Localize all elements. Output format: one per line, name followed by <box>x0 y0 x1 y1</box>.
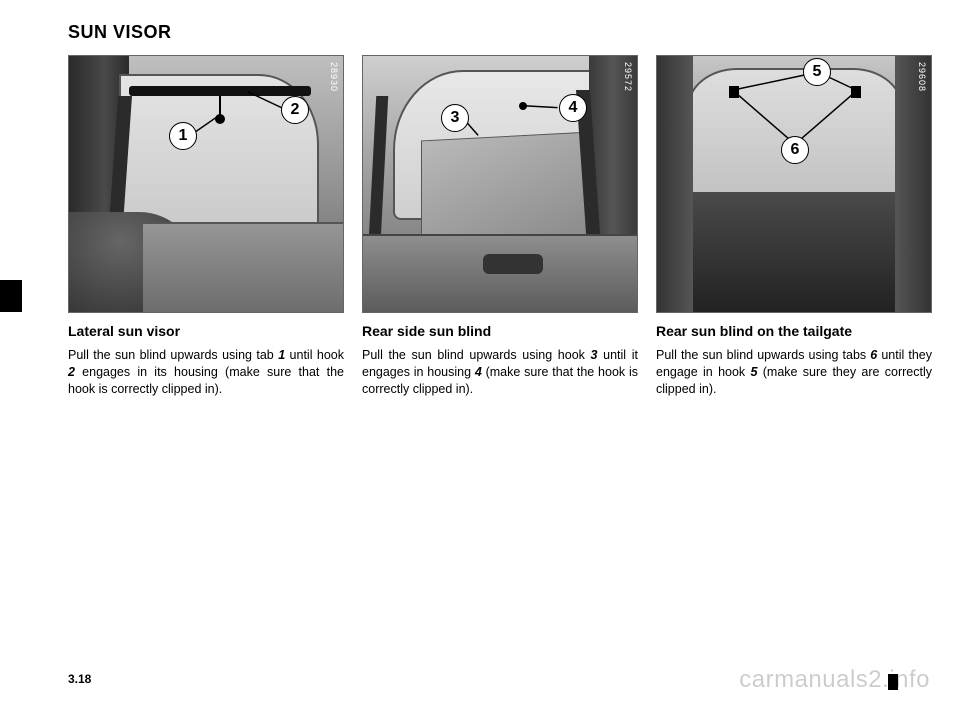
col-rear-side: 3 4 29572 Rear side sun blind Pull the s… <box>362 55 638 398</box>
photo-rear-side: 3 4 29572 <box>362 55 638 313</box>
photo3-code: 29608 <box>917 62 927 92</box>
watermark: carmanuals2.info <box>739 666 930 694</box>
section-side-tab <box>0 280 22 312</box>
page-number: 3.18 <box>68 672 91 686</box>
heading-lateral: Lateral sun visor <box>68 323 344 339</box>
callout-2: 2 <box>281 96 309 124</box>
heading-tailgate: Rear sun blind on the tailgate <box>656 323 932 339</box>
callout-3: 3 <box>441 104 469 132</box>
col-lateral: 1 2 28930 Lateral sun visor Pull the sun… <box>68 55 344 398</box>
photo1-code: 28930 <box>329 62 339 92</box>
body-lateral-post: engages in its housing (make sure that t… <box>68 365 344 396</box>
page-title: SUN VISOR <box>68 22 930 43</box>
body-tailgate-pre: Pull the sun blind upwards using tabs <box>656 348 870 362</box>
ref-4: 4 <box>475 365 482 379</box>
photo1-leaders <box>69 56 343 312</box>
callout-4: 4 <box>559 94 587 122</box>
body-lateral-mid: until hook <box>285 348 344 362</box>
columns: 1 2 28930 Lateral sun visor Pull the sun… <box>68 55 930 398</box>
photo-tailgate: 5 6 29608 <box>656 55 932 313</box>
body-rear-side: Pull the sun blind upwards using hook 3 … <box>362 347 638 398</box>
body-rear-side-pre: Pull the sun blind upwards using hook <box>362 348 591 362</box>
photo3-leaders <box>657 56 931 312</box>
callout-5: 5 <box>803 58 831 86</box>
photo2-code: 29572 <box>623 62 633 92</box>
photo-lateral: 1 2 28930 <box>68 55 344 313</box>
callout-1: 1 <box>169 122 197 150</box>
photo2-leaders <box>363 56 637 312</box>
callout-6: 6 <box>781 136 809 164</box>
ref-3: 3 <box>591 348 598 362</box>
ref-2: 2 <box>68 365 75 379</box>
body-tailgate: Pull the sun blind upwards using tabs 6 … <box>656 347 932 398</box>
page: SUN VISOR 1 2 28930 <box>0 0 960 710</box>
heading-rear-side: Rear side sun blind <box>362 323 638 339</box>
body-lateral-pre: Pull the sun blind upwards using tab <box>68 348 278 362</box>
col-tailgate: 5 6 29608 Rear sun blind on the tailgate… <box>656 55 932 398</box>
body-lateral: Pull the sun blind upwards using tab 1 u… <box>68 347 344 398</box>
